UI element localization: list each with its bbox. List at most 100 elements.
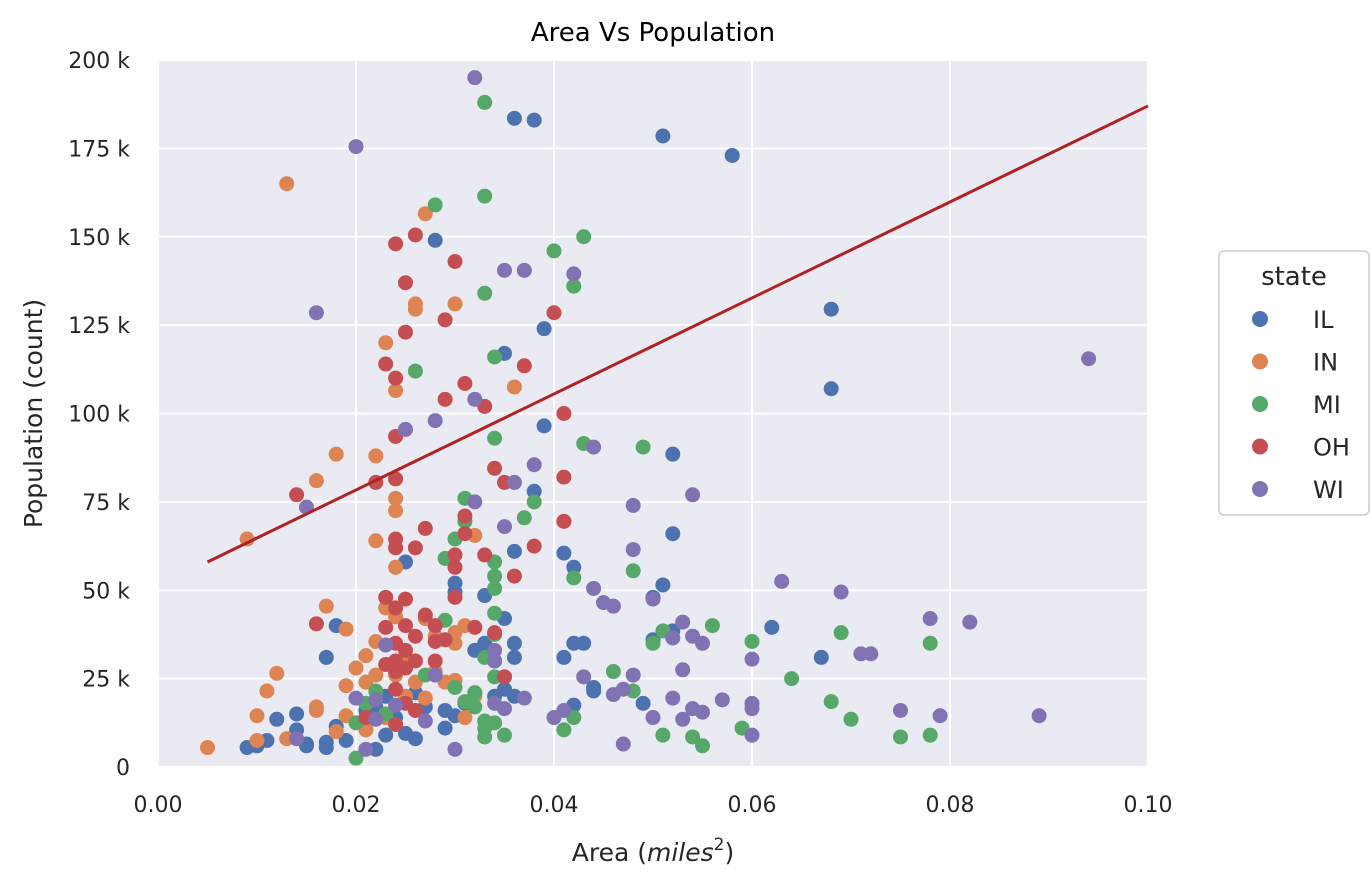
point-in	[388, 383, 404, 399]
point-il	[764, 619, 780, 635]
x-tick-labels: 0.00 0.02 0.04 0.06 0.08 0.10	[134, 793, 1173, 818]
point-il	[338, 732, 354, 748]
point-mi	[497, 727, 512, 743]
point-il	[506, 543, 522, 559]
legend-marker	[1252, 311, 1268, 327]
point-oh	[388, 370, 404, 386]
point-il	[576, 635, 592, 651]
point-il	[556, 545, 572, 561]
point-wi	[497, 262, 512, 278]
y-tick-label: 175 k	[68, 137, 130, 162]
point-mi	[625, 563, 641, 579]
point-mi	[427, 197, 443, 213]
point-oh	[407, 227, 423, 243]
point-in	[417, 206, 433, 222]
point-oh	[447, 253, 463, 269]
point-oh	[378, 356, 394, 372]
x-tick-label: 0.00	[134, 793, 183, 818]
point-wi	[526, 457, 542, 473]
series-wi	[289, 70, 1097, 757]
point-oh	[398, 642, 413, 658]
point-wi	[358, 741, 374, 757]
point-mi	[655, 727, 671, 743]
point-mi	[516, 510, 532, 526]
point-in	[368, 448, 384, 464]
point-wi	[516, 690, 532, 706]
point-oh	[457, 508, 473, 524]
point-oh	[407, 628, 423, 644]
point-in	[239, 531, 255, 547]
point-wi	[467, 70, 483, 86]
point-wi	[615, 681, 631, 697]
point-oh	[427, 653, 443, 669]
point-wi	[576, 669, 592, 685]
legend-marker	[1252, 396, 1268, 412]
point-mi	[576, 229, 592, 245]
point-mi	[487, 715, 503, 731]
point-il	[378, 727, 394, 743]
point-oh	[407, 653, 423, 669]
point-il	[823, 301, 839, 317]
point-wi	[695, 704, 710, 720]
point-mi	[467, 685, 483, 701]
point-wi	[615, 736, 631, 752]
point-il	[318, 649, 334, 665]
point-il	[724, 147, 740, 163]
point-wi	[625, 497, 641, 513]
point-wi	[566, 266, 582, 282]
point-in	[447, 296, 463, 312]
point-wi	[665, 690, 681, 706]
x-axis-label-close: )	[724, 838, 734, 867]
trend-line	[206, 104, 1149, 564]
point-oh	[388, 717, 404, 733]
point-in	[348, 660, 364, 676]
point-in	[269, 665, 285, 681]
point-mi	[467, 699, 483, 715]
point-oh	[398, 591, 413, 607]
legend-marker	[1252, 353, 1268, 370]
point-mi	[744, 634, 760, 650]
point-wi	[289, 731, 305, 747]
point-oh	[487, 625, 503, 641]
point-wi	[625, 667, 641, 683]
point-oh	[467, 619, 483, 635]
point-oh	[407, 540, 423, 556]
point-in	[308, 702, 324, 718]
point-oh	[556, 513, 572, 529]
point-in	[378, 335, 394, 351]
y-tick-label: 75 k	[82, 491, 130, 516]
point-mi	[556, 722, 572, 738]
x-tick-label: 0.06	[728, 793, 777, 818]
point-il	[506, 635, 522, 651]
legend: state IL IN MI OH WI	[1218, 250, 1370, 516]
point-wi	[962, 614, 978, 630]
point-il	[536, 418, 552, 434]
point-oh	[447, 559, 463, 575]
point-oh	[447, 547, 463, 563]
point-wi	[308, 305, 324, 321]
point-in	[338, 678, 354, 694]
y-tick-labels: 0 25 k 50 k 75 k 100 k 125 k 150 k 175 k 200 k	[68, 49, 130, 781]
x-axis-label: Area (miles2)	[572, 835, 734, 867]
point-wi	[388, 697, 404, 713]
legend-marker	[1252, 438, 1268, 455]
legend-item-wi: WI	[1252, 476, 1344, 504]
x-axis-label-superscript: 2	[714, 835, 725, 855]
point-wi	[774, 573, 790, 589]
point-oh	[457, 375, 473, 391]
point-mi	[645, 635, 661, 651]
point-il	[506, 110, 522, 126]
point-il	[318, 740, 334, 756]
point-wi	[863, 646, 879, 662]
point-wi	[586, 580, 602, 596]
point-mi	[893, 729, 908, 745]
point-wi	[368, 692, 384, 708]
point-oh	[308, 616, 324, 632]
point-wi	[398, 421, 413, 437]
point-oh	[487, 460, 503, 476]
y-tick-label: 100 k	[68, 403, 130, 428]
point-oh	[388, 236, 404, 252]
legend-label: OH	[1313, 434, 1350, 462]
point-mi	[407, 363, 423, 379]
